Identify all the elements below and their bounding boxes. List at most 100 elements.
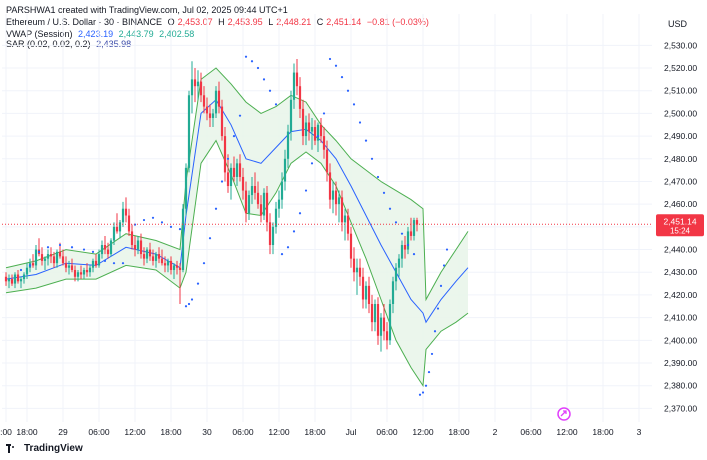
- candle-body[interactable]: [76, 272, 80, 277]
- candle-body[interactable]: [202, 95, 206, 107]
- candle-body[interactable]: [13, 274, 17, 284]
- candle-body[interactable]: [376, 304, 380, 336]
- candle-body[interactable]: [91, 260, 95, 268]
- candle-body[interactable]: [349, 233, 353, 259]
- candle-body[interactable]: [292, 72, 296, 100]
- candle-body[interactable]: [43, 258, 47, 261]
- candle-body[interactable]: [166, 260, 170, 266]
- candle-body[interactable]: [298, 86, 302, 109]
- candle-body[interactable]: [85, 269, 89, 273]
- candle-body[interactable]: [145, 249, 149, 259]
- candle-body[interactable]: [313, 127, 317, 141]
- time-axis[interactable]: :00 18:00 29 06:00 12:00 18:00 30 06:00 12:00 18:…: [0, 407, 642, 437]
- candle-body[interactable]: [88, 267, 92, 273]
- candle-body[interactable]: [58, 251, 62, 257]
- candle-body[interactable]: [220, 106, 224, 137]
- candle-body[interactable]: [343, 215, 347, 223]
- candle-body[interactable]: [208, 113, 212, 118]
- candles[interactable]: [4, 58, 419, 352]
- candle-body[interactable]: [109, 240, 113, 255]
- candle-body[interactable]: [52, 256, 56, 264]
- candle-body[interactable]: [274, 208, 278, 227]
- candle-body[interactable]: [160, 258, 164, 264]
- candle-body[interactable]: [265, 192, 269, 223]
- candle-body[interactable]: [322, 136, 326, 150]
- candle-body[interactable]: [205, 106, 209, 114]
- candle-body[interactable]: [136, 240, 140, 250]
- symbol-label[interactable]: Ethereum / U.S. Dollar · 30 · BINANCE: [6, 17, 163, 27]
- candle-body[interactable]: [130, 231, 134, 246]
- candle-body[interactable]: [340, 197, 344, 223]
- candle-body[interactable]: [79, 272, 83, 275]
- candle-body[interactable]: [55, 251, 59, 264]
- candle-body[interactable]: [373, 304, 377, 323]
- sar-label[interactable]: SAR (0.02, 0.02, 0.2): [6, 39, 91, 49]
- candle-body[interactable]: [172, 265, 176, 270]
- candle-body[interactable]: [250, 186, 254, 196]
- candle-body[interactable]: [46, 254, 50, 259]
- candle-body[interactable]: [400, 245, 404, 259]
- vwap-label[interactable]: VWAP (Session): [6, 29, 73, 39]
- candle-body[interactable]: [301, 108, 305, 137]
- candle-body[interactable]: [127, 215, 131, 232]
- candle-body[interactable]: [244, 190, 248, 214]
- candle-body[interactable]: [337, 197, 341, 205]
- candle-body[interactable]: [361, 276, 365, 300]
- candle-body[interactable]: [70, 265, 74, 270]
- candle-body[interactable]: [388, 304, 392, 341]
- candle-body[interactable]: [196, 81, 200, 87]
- candle-body[interactable]: [262, 192, 266, 216]
- candle-body[interactable]: [271, 226, 275, 246]
- candle-body[interactable]: [142, 254, 146, 259]
- candle-body[interactable]: [61, 256, 65, 264]
- candle-body[interactable]: [406, 231, 410, 250]
- candle-body[interactable]: [40, 254, 44, 261]
- candle-body[interactable]: [229, 167, 233, 187]
- candle-body[interactable]: [226, 172, 230, 187]
- candle-body[interactable]: [334, 190, 338, 205]
- candle-body[interactable]: [7, 279, 11, 282]
- candle-body[interactable]: [175, 265, 179, 268]
- candle-body[interactable]: [181, 208, 185, 270]
- candle-body[interactable]: [286, 131, 290, 159]
- candle-body[interactable]: [4, 276, 8, 282]
- candle-body[interactable]: [94, 260, 98, 266]
- candle-body[interactable]: [397, 258, 401, 268]
- candle-body[interactable]: [193, 79, 197, 87]
- candle-body[interactable]: [259, 204, 263, 216]
- candle-body[interactable]: [214, 90, 218, 114]
- candle-body[interactable]: [256, 192, 260, 205]
- candle-body[interactable]: [235, 163, 239, 177]
- candle-body[interactable]: [100, 245, 104, 255]
- candle-body[interactable]: [10, 279, 14, 284]
- candle-body[interactable]: [277, 199, 281, 209]
- candle-body[interactable]: [412, 220, 416, 236]
- candle-body[interactable]: [370, 304, 374, 323]
- tradingview-brand[interactable]: TradingView: [6, 443, 83, 454]
- candle-body[interactable]: [253, 186, 257, 193]
- indicator-legend[interactable]: VWAP (Session) 2,423.19 2,443.79 2,402.5…: [6, 29, 197, 49]
- candle-body[interactable]: [379, 317, 383, 336]
- candle-body[interactable]: [148, 249, 152, 257]
- candle-body[interactable]: [190, 79, 194, 96]
- candle-body[interactable]: [67, 265, 71, 268]
- candle-body[interactable]: [106, 249, 110, 255]
- candle-body[interactable]: [112, 226, 116, 241]
- candle-body[interactable]: [163, 263, 167, 266]
- candle-body[interactable]: [121, 208, 125, 223]
- candle-body[interactable]: [133, 245, 137, 250]
- candle-body[interactable]: [154, 254, 158, 261]
- candle-body[interactable]: [382, 317, 386, 332]
- candle-body[interactable]: [169, 260, 173, 270]
- candle-body[interactable]: [184, 167, 188, 209]
- candle-body[interactable]: [247, 195, 251, 214]
- candle-body[interactable]: [415, 220, 419, 225]
- candle-body[interactable]: [394, 267, 398, 282]
- candle-body[interactable]: [34, 249, 38, 266]
- candle-body[interactable]: [328, 172, 332, 200]
- candle-body[interactable]: [238, 163, 242, 177]
- candle-body[interactable]: [409, 231, 413, 236]
- candle-body[interactable]: [403, 245, 407, 250]
- candle-body[interactable]: [139, 240, 143, 255]
